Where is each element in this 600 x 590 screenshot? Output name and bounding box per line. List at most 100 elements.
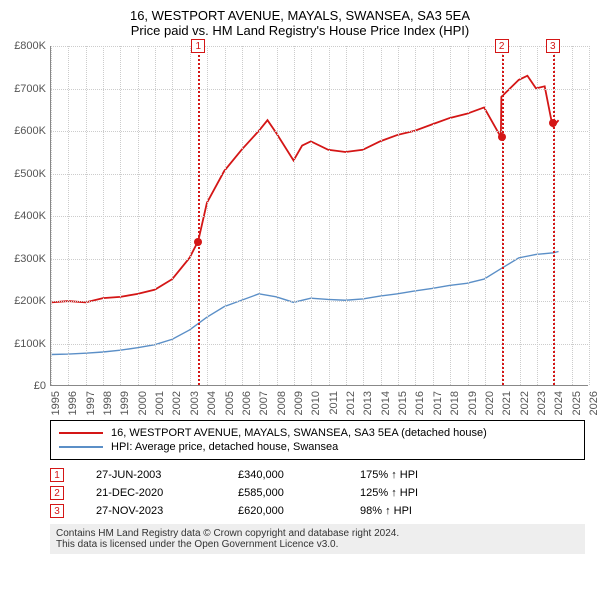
sale-relative: 125% ↑ HPI	[360, 487, 460, 499]
x-tick-label: 2007	[258, 391, 270, 415]
gridline-v	[329, 46, 330, 385]
chart-title: 16, WESTPORT AVENUE, MAYALS, SWANSEA, SA…	[8, 8, 592, 38]
gridline-v	[589, 46, 590, 385]
sale-date: 21-DEC-2020	[96, 487, 206, 499]
title-line-2: Price paid vs. HM Land Registry's House …	[8, 23, 592, 38]
gridline-v	[225, 46, 226, 385]
gridline-v	[172, 46, 173, 385]
x-tick-label: 2003	[189, 391, 201, 415]
gridline-v	[294, 46, 295, 385]
gridline-v	[415, 46, 416, 385]
sale-marker-line	[553, 46, 555, 385]
x-tick-label: 2017	[432, 391, 444, 415]
sale-price: £620,000	[238, 505, 328, 517]
sale-marker-box: 2	[495, 39, 509, 53]
x-tick-label: 2008	[276, 391, 288, 415]
sale-marker-box: 3	[546, 39, 560, 53]
x-tick-label: 2016	[414, 391, 426, 415]
sale-marker-line	[502, 46, 504, 385]
x-tick-label: 2010	[310, 391, 322, 415]
sale-marker-dot	[549, 119, 557, 127]
gridline-v	[450, 46, 451, 385]
gridline-v	[155, 46, 156, 385]
sale-price: £340,000	[238, 469, 328, 481]
legend: 16, WESTPORT AVENUE, MAYALS, SWANSEA, SA…	[50, 420, 585, 460]
footer-line: Contains HM Land Registry data © Crown c…	[56, 528, 579, 539]
x-tick-label: 2013	[362, 391, 374, 415]
gridline-h	[51, 131, 588, 132]
gridline-h	[51, 259, 588, 260]
sale-price: £585,000	[238, 487, 328, 499]
gridline-v	[520, 46, 521, 385]
sale-row: 127-JUN-2003£340,000175% ↑ HPI	[50, 468, 585, 482]
gridline-v	[537, 46, 538, 385]
footer-line: This data is licensed under the Open Gov…	[56, 539, 579, 550]
x-axis: 1995 1996 1997 1998 1999 2000 2001 2002 2003 2004…	[50, 389, 588, 419]
x-tick-label: 2011	[328, 391, 340, 415]
gridline-v	[207, 46, 208, 385]
gridline-v	[311, 46, 312, 385]
x-tick-label: 1996	[67, 391, 79, 415]
x-tick-label: 2024	[553, 391, 565, 415]
gridline-v	[120, 46, 121, 385]
sale-row: 3 27-NOV-2023 £620,000 98% ↑ HPI	[50, 504, 585, 518]
x-tick-label: 2026	[588, 391, 600, 415]
x-tick-label: 2004	[206, 391, 218, 415]
y-tick-label: £600K	[14, 125, 46, 137]
gridline-v	[468, 46, 469, 385]
legend-swatch-blue	[59, 446, 103, 448]
sale-date: 27-NOV-2023	[96, 505, 206, 517]
sale-id-box: 3	[50, 504, 64, 518]
x-tick-label: 2019	[467, 391, 479, 415]
gridline-v	[242, 46, 243, 385]
y-tick-label: £700K	[14, 83, 46, 95]
x-tick-label: 2018	[449, 391, 461, 415]
plot-area: 123	[50, 46, 588, 386]
sale-marker-dot	[498, 133, 506, 141]
gridline-v	[190, 46, 191, 385]
gridline-h	[51, 344, 588, 345]
gridline-v	[51, 46, 52, 385]
x-tick-label: 2000	[137, 391, 149, 415]
gridline-v	[103, 46, 104, 385]
x-tick-label: 2023	[536, 391, 548, 415]
gridline-h	[51, 216, 588, 217]
legend-row: 16, WESTPORT AVENUE, MAYALS, SWANSEA, SA…	[59, 427, 576, 439]
x-tick-label: 1999	[119, 391, 131, 415]
y-tick-label: £200K	[14, 295, 46, 307]
x-tick-label: 2001	[154, 391, 166, 415]
x-tick-label: 2002	[171, 391, 183, 415]
y-tick-label: £800K	[14, 40, 46, 52]
series-line	[51, 76, 559, 303]
gridline-v	[277, 46, 278, 385]
x-tick-label: 2021	[501, 391, 513, 415]
x-tick-label: 1997	[85, 391, 97, 415]
gridline-v	[86, 46, 87, 385]
sale-date: 27-JUN-2003	[96, 469, 206, 481]
gridline-v	[398, 46, 399, 385]
x-tick-label: 1995	[50, 391, 62, 415]
y-axis: £0£100K£200K£300K£400K£500K£600K£700K£80…	[8, 46, 50, 386]
title-line-1: 16, WESTPORT AVENUE, MAYALS, SWANSEA, SA…	[8, 8, 592, 23]
x-tick-label: 2025	[571, 391, 583, 415]
gridline-v	[572, 46, 573, 385]
x-tick-label: 1998	[102, 391, 114, 415]
gridline-v	[433, 46, 434, 385]
sale-row: 221-DEC-2020£585,000125% ↑ HPI	[50, 486, 585, 500]
sale-marker-dot	[194, 238, 202, 246]
y-tick-label: £0	[34, 380, 46, 392]
gridline-v	[259, 46, 260, 385]
legend-label: HPI: Average price, detached house, Swan…	[111, 441, 338, 453]
x-tick-label: 2009	[293, 391, 305, 415]
sale-marker-line	[198, 46, 200, 385]
gridline-h	[51, 301, 588, 302]
gridline-h	[51, 174, 588, 175]
legend-row: HPI: Average price, detached house, Swan…	[59, 441, 576, 453]
gridline-v	[138, 46, 139, 385]
x-tick-label: 2005	[224, 391, 236, 415]
y-tick-label: £500K	[14, 168, 46, 180]
gridline-v	[346, 46, 347, 385]
sale-relative: 98% ↑ HPI	[360, 505, 460, 517]
sale-id-box: 1	[50, 468, 64, 482]
x-tick-label: 2006	[241, 391, 253, 415]
